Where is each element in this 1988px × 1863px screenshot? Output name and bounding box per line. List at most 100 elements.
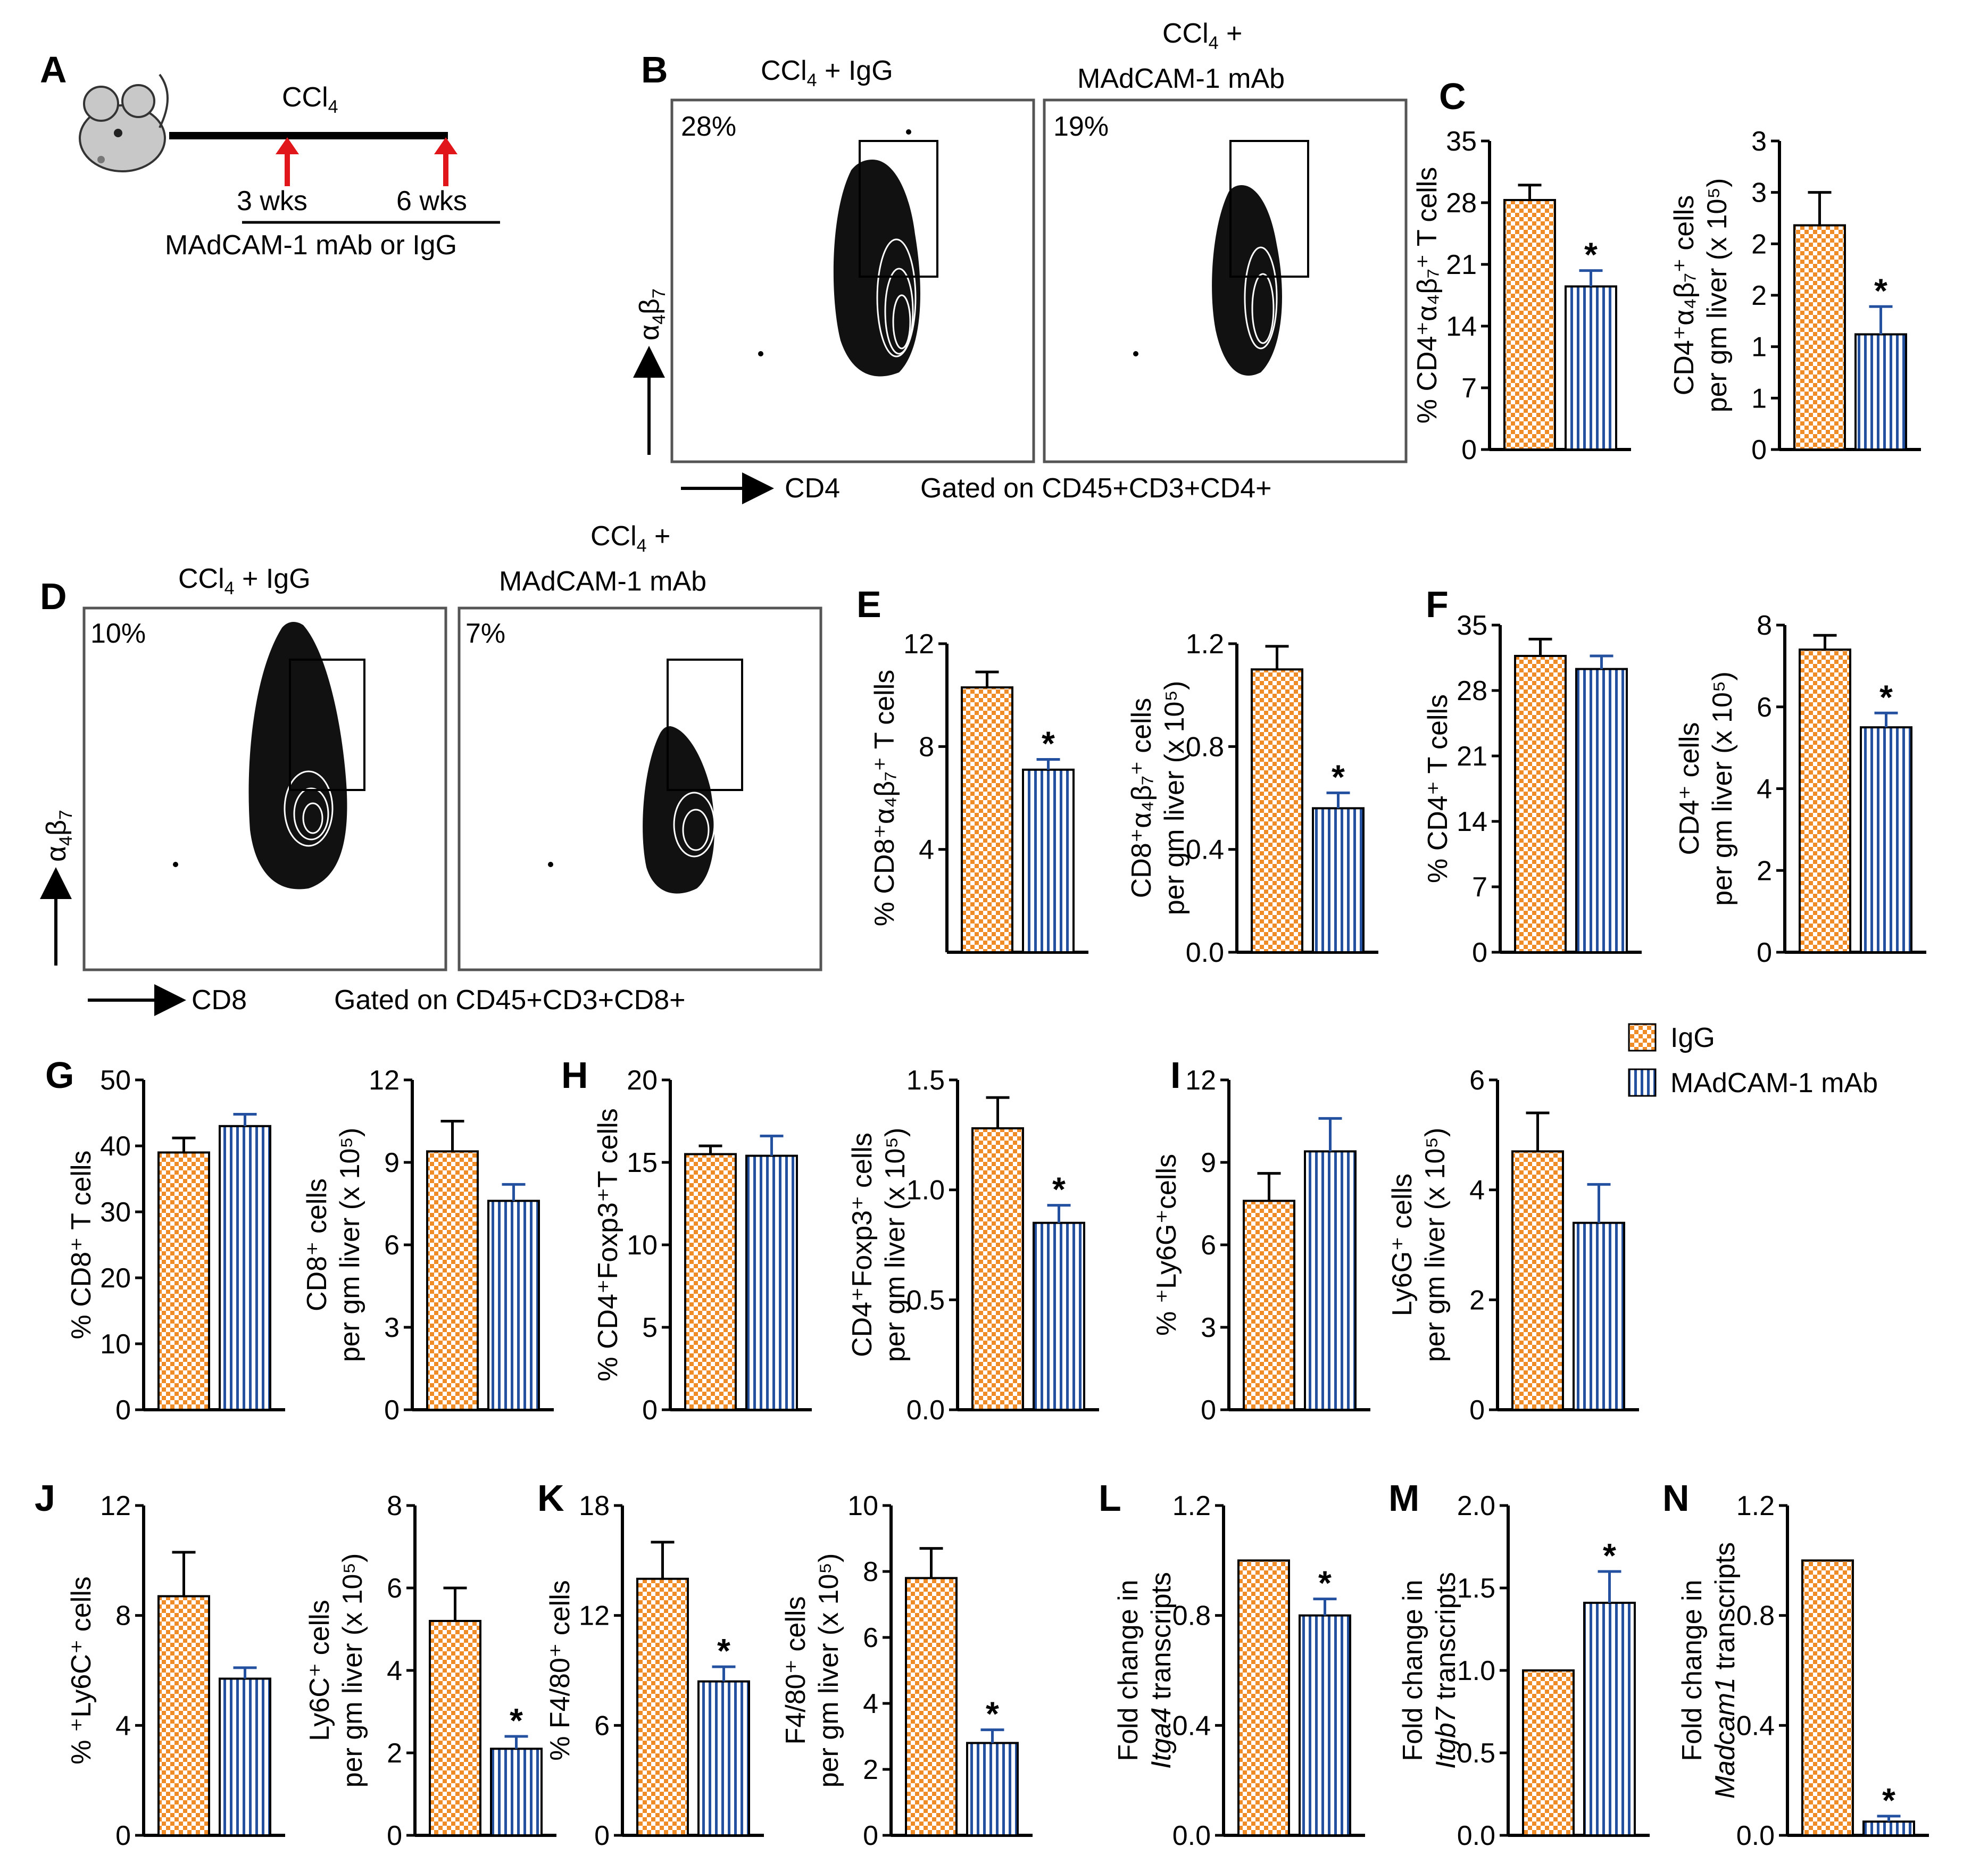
y-axis-label: CD4⁺α₄β₇⁺ cells bbox=[1669, 195, 1700, 395]
plot1-title: CCl4 + IgG bbox=[178, 563, 311, 598]
bar-igg bbox=[1237, 1559, 1290, 1836]
bar-chart-g2: 0 3 6 9 12 CD8⁺ cells per gm liver (x 10⁵) bbox=[302, 1065, 554, 1426]
panel-letter-n: N bbox=[1662, 1477, 1690, 1519]
y-axis-label: per gm liver (x 10⁵) bbox=[813, 1553, 844, 1788]
plot1-percent: 10% bbox=[90, 618, 146, 649]
flow-plot-d1 bbox=[82, 606, 447, 971]
gate-b1 bbox=[859, 140, 938, 278]
treatment-label: CCl4 bbox=[282, 82, 338, 117]
bar-madcam-mab bbox=[1575, 668, 1628, 953]
y-tick-label: 28 bbox=[1446, 188, 1477, 219]
bar-madcam-mab bbox=[219, 1125, 271, 1411]
y-tick-label: 3 bbox=[384, 1312, 400, 1343]
y-tick-label: 28 bbox=[1457, 676, 1487, 706]
plot1-percent: 28% bbox=[681, 111, 736, 142]
significance-star: * bbox=[1052, 1170, 1066, 1209]
y-axis-label: Itgb7 transcripts bbox=[1430, 1572, 1461, 1769]
y-tick-label: 3 bbox=[1201, 1312, 1216, 1343]
legend-mab-label: MAdCAM-1 mAb bbox=[1670, 1068, 1878, 1099]
panel-letter-f: F bbox=[1426, 584, 1449, 625]
y-axis-label: % CD4⁺Foxp3⁺T cells bbox=[593, 1108, 623, 1381]
panel-letter-g: G bbox=[45, 1054, 74, 1096]
y-axis-label: F4/80⁺ cells bbox=[780, 1596, 811, 1745]
time-3wks: 3 wks bbox=[237, 186, 307, 217]
y-tick-label: 0 bbox=[1461, 435, 1477, 465]
y-tick-label: 12 bbox=[579, 1601, 610, 1632]
bar-igg bbox=[684, 1153, 737, 1411]
y-axis-label: % ⁺Ly6C⁺ cells bbox=[66, 1576, 97, 1765]
panel-a: A CCl4 3 wks 6 wks MAdCAM-1 mAb or IgG bbox=[40, 49, 500, 261]
y-tick-label: 15 bbox=[627, 1147, 658, 1178]
significance-star: * bbox=[1042, 725, 1055, 763]
bar-igg bbox=[429, 1620, 481, 1836]
bar-chart-k2: 0 2 4 6 8 10 * F4/80⁺ cells per gm liver (x 10⁵) bbox=[780, 1491, 1033, 1851]
significance-star: * bbox=[1318, 1564, 1332, 1602]
y-tick-label: 12 bbox=[903, 629, 934, 660]
gate-d1 bbox=[289, 659, 365, 791]
y-tick-label: 1.2 bbox=[1736, 1491, 1775, 1521]
y-axis-label: % ⁺Ly6G⁺cells bbox=[1151, 1154, 1182, 1336]
y-axis-a4b7-b: α4β7 bbox=[634, 288, 669, 340]
bar-igg bbox=[961, 686, 1013, 953]
panel-letter-b: B bbox=[641, 49, 668, 90]
regimen-label: MAdCAM-1 mAb or IgG bbox=[165, 230, 457, 261]
bar-chart-h2: 0.0 0.5 1.0 1.5 * CD4⁺Foxp3⁺ cells per gm live… bbox=[847, 1065, 1099, 1426]
legend: IgG MAdCAM-1 mAb bbox=[1628, 1022, 1878, 1099]
bar-madcam-mab bbox=[1565, 285, 1617, 451]
y-tick-label: 4 bbox=[1469, 1175, 1485, 1206]
bar-igg bbox=[157, 1151, 210, 1411]
bar-madcam-mab bbox=[1862, 1820, 1915, 1837]
bar-chart-e2: 0.0 0.4 0.8 1.2 * CD8⁺α₄β₇⁺ cells per gm liver… bbox=[1126, 629, 1378, 968]
bar-chart-j2: 0 2 4 6 8 * Ly6C⁺ cells per gm liver (x 10⁵) bbox=[304, 1491, 556, 1851]
bar-igg bbox=[1511, 1150, 1564, 1411]
bar-madcam-mab bbox=[966, 1742, 1019, 1836]
y-tick-label: 35 bbox=[1446, 126, 1477, 157]
y-tick-label: 4 bbox=[919, 835, 934, 866]
significance-star: * bbox=[510, 1701, 523, 1740]
y-axis-label: per gm liver (x 10⁵) bbox=[335, 1128, 365, 1362]
y-tick-label: 1 bbox=[1751, 383, 1767, 414]
y-tick-label: 1 bbox=[1751, 332, 1767, 363]
bar-madcam-mab bbox=[697, 1680, 750, 1837]
y-axis-label: Fold change in bbox=[1113, 1579, 1144, 1761]
y-tick-label: 8 bbox=[387, 1491, 402, 1521]
y-axis-label: % CD4⁺α₄β₇⁺ T cells bbox=[1412, 167, 1443, 423]
y-axis-label: per gm liver (x 10⁵) bbox=[1159, 681, 1190, 916]
y-tick-label: 9 bbox=[1201, 1147, 1216, 1178]
y-tick-label: 6 bbox=[594, 1710, 610, 1741]
y-axis-label: % CD8⁺ T cells bbox=[66, 1151, 97, 1340]
y-tick-label: 6 bbox=[1757, 692, 1772, 723]
plot2-title-line2: MAdCAM-1 mAb bbox=[499, 566, 706, 597]
y-axis-label: % CD4⁺ T cells bbox=[1423, 694, 1453, 883]
y-tick-label: 8 bbox=[1757, 610, 1772, 641]
bar-chart-e1: E 4 8 12 * % CD8⁺α₄β₇⁺ T cells bbox=[856, 584, 1088, 954]
y-axis-label: per gm liver (x 10⁵) bbox=[880, 1128, 911, 1362]
panel-letter-d: D bbox=[40, 576, 67, 617]
y-tick-label: 2 bbox=[1469, 1285, 1485, 1316]
y-tick-label: 8 bbox=[115, 1601, 131, 1632]
y-tick-label: 2 bbox=[387, 1738, 402, 1769]
bar-chart-f1: F 0 7 14 21 28 35 % CD4⁺ T cells bbox=[1423, 584, 1642, 968]
y-tick-label: 7 bbox=[1461, 373, 1477, 404]
y-tick-label: 4 bbox=[1757, 774, 1772, 805]
panel-letter-a: A bbox=[40, 49, 67, 90]
plot2-title-line1: CCl4 + bbox=[1162, 18, 1242, 53]
bar-igg bbox=[1799, 648, 1851, 953]
y-tick-label: 2.0 bbox=[1457, 1491, 1495, 1521]
y-tick-label: 0 bbox=[387, 1820, 402, 1851]
y-tick-label: 2 bbox=[863, 1754, 878, 1785]
y-tick-label: 50 bbox=[100, 1065, 131, 1096]
y-axis-label: per gm liver (x 10⁵) bbox=[337, 1553, 368, 1788]
y-tick-label: 20 bbox=[627, 1065, 658, 1096]
y-tick-label: 0 bbox=[594, 1820, 610, 1851]
y-tick-label: 12 bbox=[369, 1065, 400, 1096]
y-axis-a4b7-d: α4β7 bbox=[41, 810, 76, 862]
y-tick-label: 0.0 bbox=[1186, 937, 1224, 968]
y-tick-label: 2 bbox=[1751, 229, 1767, 260]
bar-madcam-mab bbox=[490, 1748, 543, 1836]
y-tick-label: 0 bbox=[384, 1395, 400, 1426]
y-axis-label: CD8⁺α₄β₇⁺ cells bbox=[1126, 698, 1157, 898]
bar-madcam-mab bbox=[1860, 726, 1912, 953]
